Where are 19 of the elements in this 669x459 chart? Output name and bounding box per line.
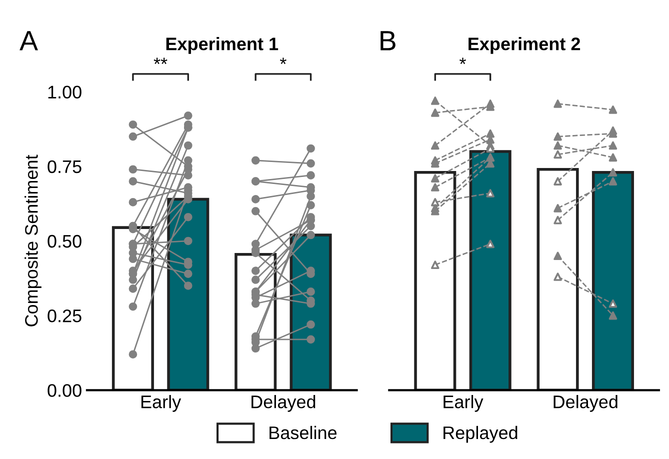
legend-label: Replayed — [444, 426, 518, 443]
text: B — [380, 31, 396, 50]
x-tick-label: Early — [141, 395, 182, 412]
text: A — [20, 31, 38, 50]
x-tick-label: Delayed — [252, 395, 316, 412]
text: ** — [154, 58, 168, 64]
x-tick-label: Early — [444, 395, 484, 412]
text: * — [460, 58, 466, 64]
chart-title: Experiment 2 — [468, 37, 580, 54]
y-tick-label: 0.75 — [48, 160, 82, 174]
y-tick-label: 1.00 — [48, 86, 82, 99]
y-axis-title: Composite Sentiment — [24, 154, 42, 326]
y-tick-label: 0.00 — [48, 384, 82, 397]
y-tick-label: 0.50 — [48, 234, 82, 248]
x-tick-label: Delayed — [554, 395, 618, 412]
text: * — [280, 58, 286, 64]
chart-title: Experiment 1 — [166, 37, 278, 54]
y-tick-label: 0.25 — [48, 309, 82, 322]
legend-label: Baseline — [270, 426, 337, 440]
